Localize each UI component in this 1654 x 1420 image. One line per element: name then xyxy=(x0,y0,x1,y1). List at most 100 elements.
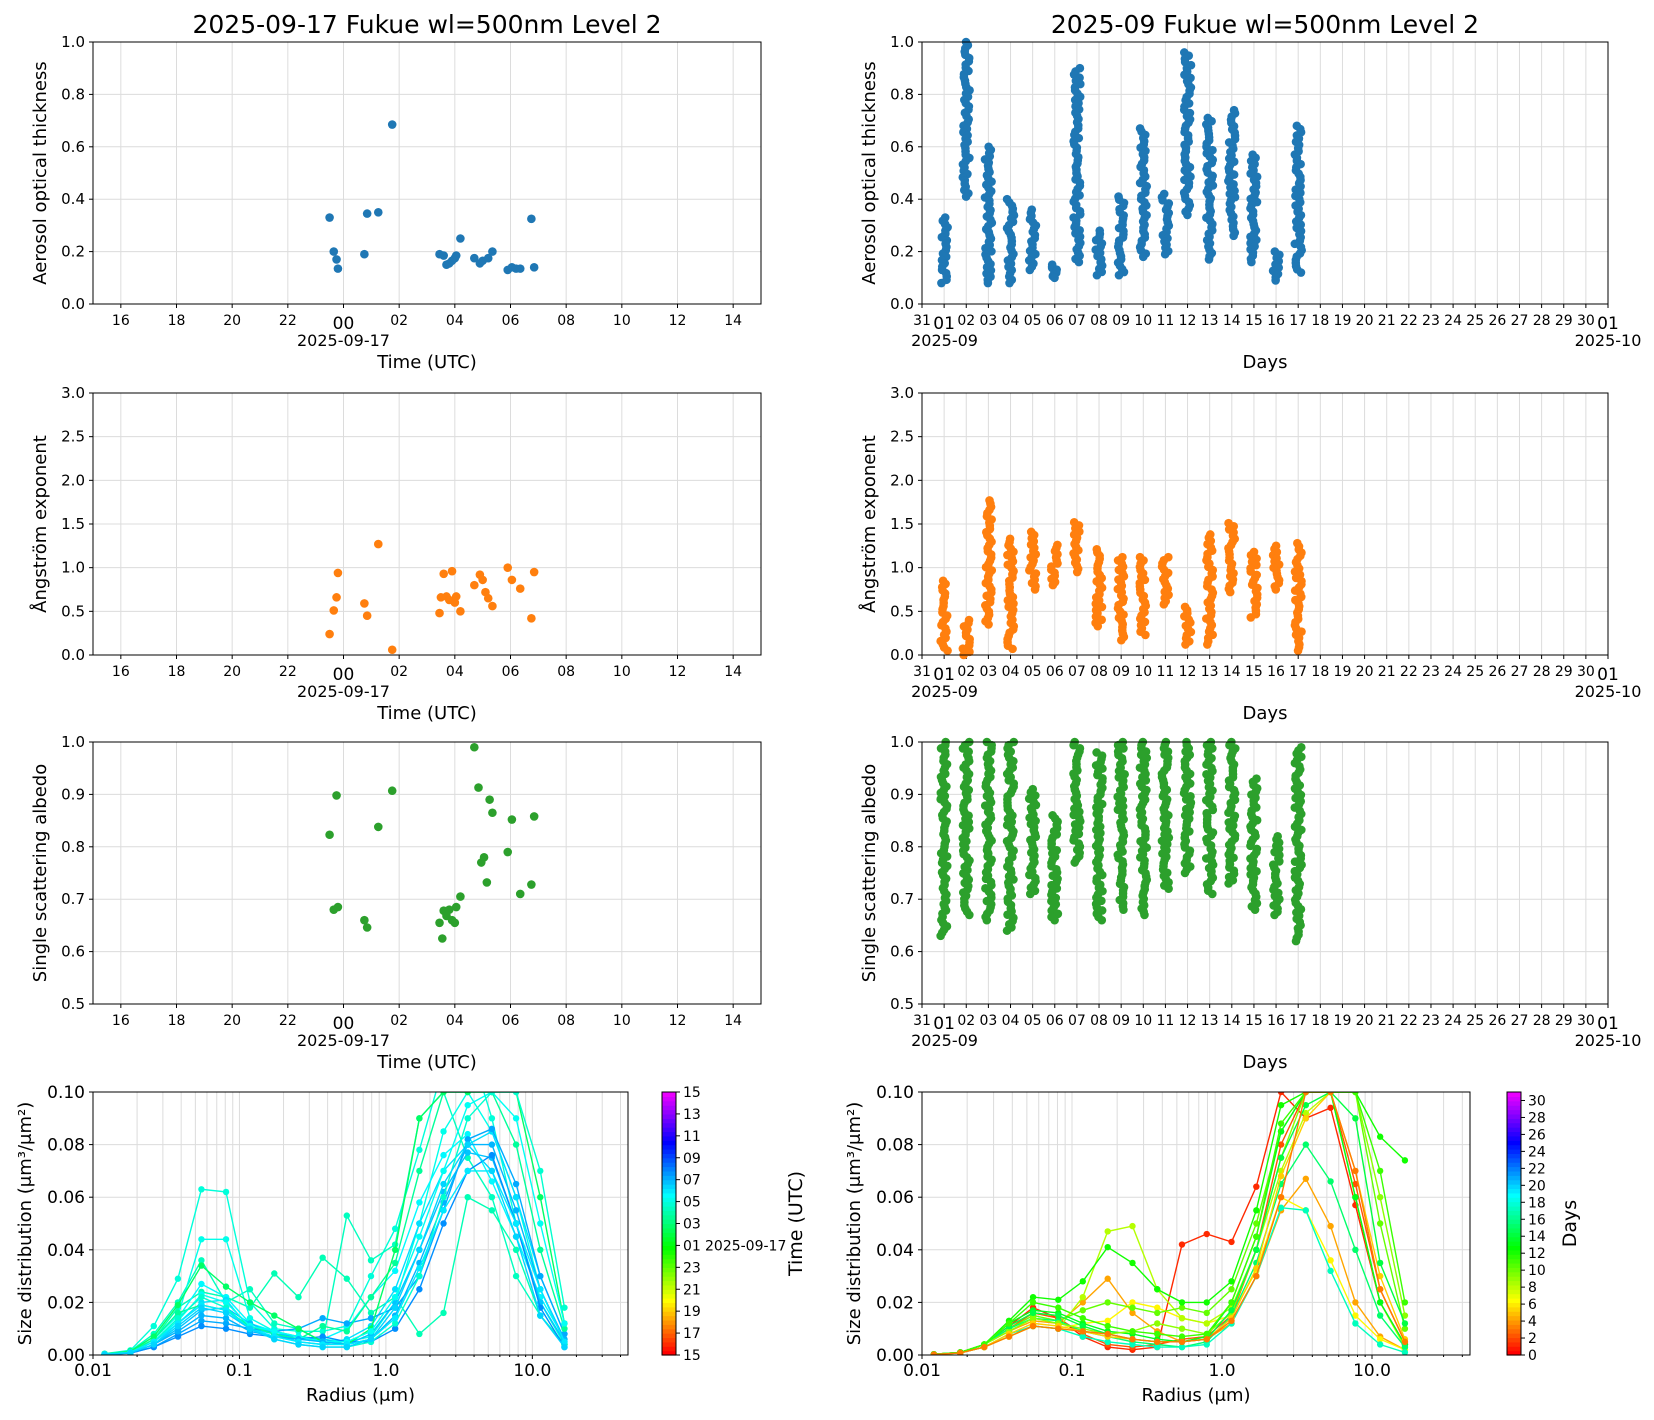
x-axis-label: Time (UTC) xyxy=(376,703,477,724)
data-point xyxy=(464,1194,471,1201)
y-tick-label: 0.04 xyxy=(876,1241,914,1261)
data-point xyxy=(512,1233,520,1240)
colorbar-segment xyxy=(662,1175,676,1181)
data-point xyxy=(451,902,461,912)
data-point xyxy=(470,253,479,263)
y-tick-label: 0.8 xyxy=(61,85,85,103)
y-tick-label: 2.0 xyxy=(61,471,85,489)
data-point xyxy=(367,1309,375,1317)
y-tick-label: 2.0 xyxy=(890,471,914,489)
colorbar-segment xyxy=(662,1210,676,1216)
colorbar-segment xyxy=(662,1241,676,1247)
data-point xyxy=(174,1275,182,1282)
colorbar-segment xyxy=(1507,1179,1521,1185)
data-point xyxy=(537,1272,544,1280)
y-tick-label: 1.0 xyxy=(61,33,85,51)
data-point xyxy=(1154,1286,1161,1293)
y-tick-label: 2.5 xyxy=(890,428,914,446)
data-point xyxy=(271,1336,278,1343)
y-tick-label: 0.8 xyxy=(61,838,85,856)
data-point xyxy=(1277,1141,1285,1148)
x-tick-label: 06 xyxy=(1046,1013,1064,1029)
data-point xyxy=(101,1351,108,1355)
x-axis-label: Time (UTC) xyxy=(376,352,477,373)
data-point xyxy=(1352,1167,1359,1175)
data-point xyxy=(1376,1167,1384,1175)
data-point xyxy=(1327,1104,1334,1111)
colorbar-segment xyxy=(662,1249,676,1255)
x-tick-label: 23 xyxy=(1422,313,1440,329)
x-tick-label: 30 xyxy=(1577,313,1595,329)
data-point xyxy=(512,1141,520,1148)
data-point xyxy=(440,1180,447,1188)
chart-monthly_size: 0.01 0.1 1.0 10.0 Radius (μm) 0.00 0.02 0.04 0.0… xyxy=(844,1083,1581,1406)
data-point xyxy=(440,1092,447,1096)
data-point xyxy=(343,1212,351,1219)
data-point xyxy=(1271,585,1281,594)
x-tick-label: 04 xyxy=(446,664,464,680)
colorbar-segment xyxy=(1507,1135,1521,1141)
data-point xyxy=(529,812,539,821)
data-point xyxy=(537,1312,544,1319)
data-point xyxy=(440,1151,447,1159)
colorbar-tick-label: 4 xyxy=(1528,1314,1537,1330)
y-axis-label: Size distribution (μm³/μm²) xyxy=(844,1102,865,1345)
y-axis-label: Aerosol optical thickness xyxy=(30,61,51,284)
data-point xyxy=(1183,210,1192,220)
data-point xyxy=(488,1115,496,1122)
data-point xyxy=(1079,1328,1086,1335)
data-point xyxy=(1154,1343,1161,1351)
colorbar-segment xyxy=(1507,1096,1521,1102)
data-point xyxy=(478,575,487,585)
data-point xyxy=(1030,585,1040,594)
data-point xyxy=(416,1286,423,1293)
data-point xyxy=(367,1272,375,1280)
data-point xyxy=(1079,1314,1086,1322)
colorbar-segment xyxy=(662,1131,676,1137)
data-point xyxy=(1079,1299,1086,1306)
data-point xyxy=(362,923,372,932)
data-point xyxy=(416,1220,423,1227)
data-point xyxy=(246,1325,254,1332)
data-point xyxy=(488,808,497,818)
data-point xyxy=(512,1220,520,1227)
data-point xyxy=(1376,1194,1384,1201)
y-tick-label: 0.02 xyxy=(47,1293,85,1313)
data-point xyxy=(174,1309,182,1317)
x-tick-label: 26 xyxy=(1488,313,1506,329)
x-tick-label: 15 xyxy=(1245,664,1263,680)
colorbar-segment xyxy=(662,1205,676,1211)
x-tick-label: 04 xyxy=(1002,664,1020,680)
data-point xyxy=(343,1343,351,1351)
x-tick-label: 09 xyxy=(1112,313,1130,329)
data-point xyxy=(1228,1317,1235,1325)
x-tick-label: 05 xyxy=(1024,1013,1042,1029)
data-point xyxy=(537,1220,544,1227)
data-point xyxy=(512,1194,520,1201)
data-point xyxy=(507,815,517,824)
data-point xyxy=(391,1304,399,1311)
y-tick-label: 0.6 xyxy=(890,943,914,961)
chart-monthly_aot: 2025-09 Fukue wl=500nm Level 231 01 02 03 04… xyxy=(859,10,1641,373)
x-tick-label: 20 xyxy=(1356,313,1374,329)
data-point xyxy=(464,1167,471,1175)
colorbar-segment xyxy=(1507,1337,1521,1343)
series-line xyxy=(933,1092,1406,1355)
data-point xyxy=(439,569,449,579)
x-tick-label: 28 xyxy=(1533,313,1551,329)
data-point xyxy=(1352,1180,1359,1188)
data-point xyxy=(271,1270,278,1277)
data-point xyxy=(1203,1230,1210,1238)
data-point xyxy=(1025,565,1034,575)
data-point xyxy=(1074,257,1084,267)
data-point xyxy=(464,1092,471,1096)
x-tick-label: 10 xyxy=(1134,313,1152,329)
data-point xyxy=(1376,1220,1384,1227)
data-point xyxy=(936,931,945,941)
axes-frame xyxy=(92,1091,629,1356)
x-tick-label: 01 xyxy=(933,665,955,685)
data-point xyxy=(246,1286,254,1293)
x-tick-label: 02 xyxy=(390,313,408,329)
data-point xyxy=(982,915,992,925)
